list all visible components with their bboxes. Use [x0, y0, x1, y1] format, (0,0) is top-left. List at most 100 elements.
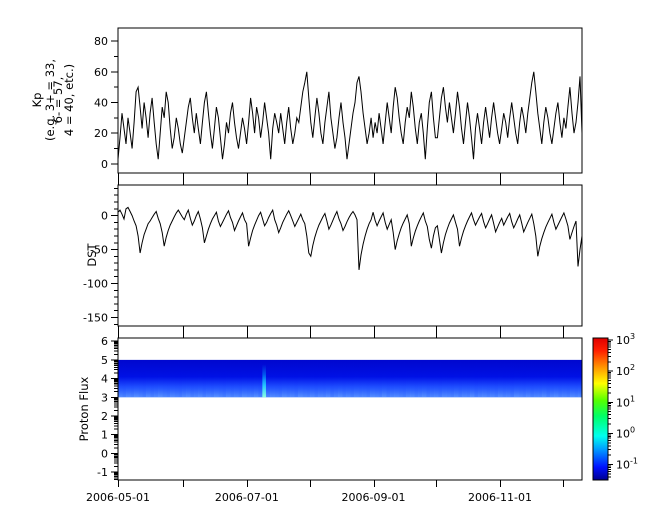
flux-column	[418, 359, 423, 398]
flux-column	[154, 359, 159, 398]
flux-column	[470, 359, 475, 398]
flux-column	[334, 359, 339, 398]
flux-column	[510, 359, 515, 398]
flux-column	[326, 359, 331, 398]
flux-column	[346, 359, 351, 398]
proton-event-streak	[262, 364, 266, 398]
flux-column	[330, 359, 335, 398]
flux-column	[230, 359, 235, 398]
kp-axis-title-line1: Kp	[30, 93, 44, 108]
dst-y-tick-label: 0	[101, 210, 108, 223]
flux-column	[530, 359, 535, 398]
flux-column	[210, 359, 215, 398]
flux-column	[318, 359, 323, 398]
flux-column	[514, 359, 519, 398]
flux-column	[374, 359, 379, 398]
flux-column	[502, 359, 507, 398]
flux-column	[190, 359, 195, 398]
flux-column	[550, 359, 555, 398]
flux-column	[474, 359, 479, 398]
kp-panel-frame	[117, 27, 583, 174]
flux-column	[214, 359, 219, 398]
flux-column	[462, 359, 467, 398]
flux-column	[350, 359, 355, 398]
kp-axis-title-line3: 6- = 57,	[51, 77, 65, 124]
flux-column	[246, 359, 251, 398]
proton-panel-frame	[117, 337, 583, 481]
flux-column	[446, 359, 451, 398]
colorbar-tick-label: 102	[616, 363, 635, 378]
colorbar-gradient	[592, 337, 609, 481]
flux-column	[430, 359, 435, 398]
flux-column	[150, 359, 155, 398]
kp-axis-title-line2: (e.g. 3+ = 33,	[43, 59, 57, 141]
flux-column	[158, 359, 163, 398]
flux-column	[170, 359, 175, 398]
flux-column	[338, 359, 343, 398]
proton-y-tick-label: 0	[101, 447, 108, 460]
flux-column	[538, 359, 543, 398]
proton-y-tick-label: 5	[101, 354, 108, 367]
flux-column	[426, 359, 431, 398]
proton-y-tick-label: 2	[101, 410, 108, 423]
flux-column	[562, 359, 567, 398]
flux-column	[314, 359, 319, 398]
flux-column	[130, 359, 135, 398]
flux-column	[434, 359, 439, 398]
flux-column	[194, 359, 199, 398]
flux-column	[354, 359, 359, 398]
flux-column	[386, 359, 391, 398]
flux-column	[458, 359, 463, 398]
x-tick-label: 2006-07-01	[215, 491, 279, 504]
flux-column	[270, 359, 275, 398]
flux-column	[422, 359, 427, 398]
flux-column	[286, 359, 291, 398]
flux-column	[138, 359, 143, 398]
flux-column	[566, 359, 571, 398]
flux-column	[410, 359, 415, 398]
kp-series-line	[117, 71, 583, 160]
flux-column	[534, 359, 539, 398]
flux-column	[122, 359, 127, 398]
flux-column	[438, 359, 443, 398]
flux-column	[206, 359, 211, 398]
flux-column	[518, 359, 523, 398]
flux-column	[134, 359, 139, 398]
flux-column	[450, 359, 455, 398]
flux-column	[126, 359, 131, 398]
flux-column	[222, 359, 227, 398]
dst-y-tick-label: -150	[83, 312, 108, 325]
flux-column	[282, 359, 287, 398]
flux-column	[494, 359, 499, 398]
flux-column	[162, 359, 167, 398]
flux-column	[398, 359, 403, 398]
flux-column	[202, 359, 207, 398]
kp-y-tick-label: 20	[94, 127, 108, 140]
flux-column	[442, 359, 447, 398]
flux-column	[218, 359, 223, 398]
colorbar-tick-label: 103	[616, 332, 635, 347]
proton-y-tick-label: 1	[101, 429, 108, 442]
flux-column	[378, 359, 383, 398]
flux-column	[258, 359, 263, 398]
flux-column	[198, 359, 203, 398]
flux-column	[554, 359, 559, 398]
flux-column	[570, 359, 575, 398]
dst-series-line	[117, 206, 583, 270]
flux-column	[498, 359, 503, 398]
flux-column	[142, 359, 147, 398]
flux-column	[118, 359, 123, 398]
proton-y-tick-label: -1	[97, 466, 108, 479]
flux-column	[146, 359, 151, 398]
dst-panel-frame	[117, 184, 583, 327]
flux-column	[522, 359, 527, 398]
flux-column	[490, 359, 495, 398]
flux-column	[178, 359, 183, 398]
x-tick-label: 2006-11-01	[468, 491, 532, 504]
dst-axis-title: DST	[85, 242, 99, 266]
colorbar-tick-label: 10-1	[616, 457, 638, 472]
flux-column	[466, 359, 471, 398]
flux-column	[382, 359, 387, 398]
dst-y-tick-label: -50	[90, 244, 108, 257]
